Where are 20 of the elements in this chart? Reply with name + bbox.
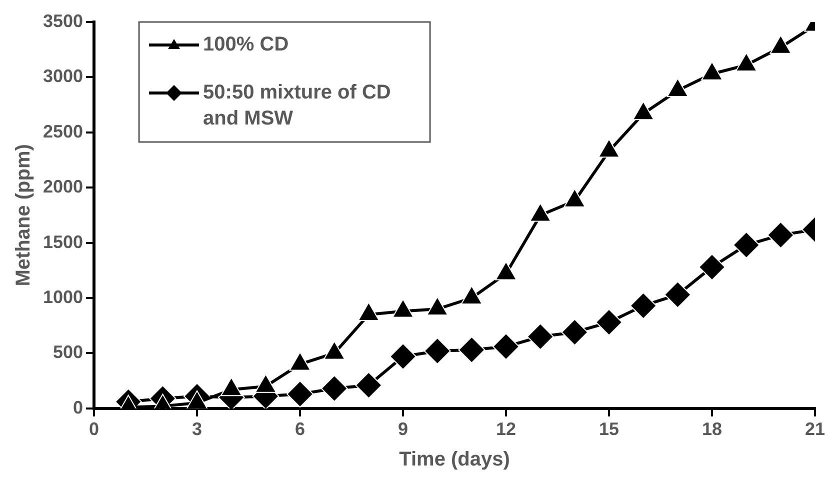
x-tick-label: 21 bbox=[804, 419, 826, 440]
x-tick-label: 0 bbox=[89, 419, 100, 440]
y-tick-label: 500 bbox=[52, 342, 84, 362]
y-tick-label: 3500 bbox=[42, 10, 84, 31]
y-tick-label: 3000 bbox=[42, 66, 84, 86]
legend-label: 100% CD bbox=[203, 34, 289, 56]
y-tick-label: 2500 bbox=[42, 121, 84, 142]
x-axis-title: Time (days) bbox=[399, 448, 510, 471]
y-tick-label: 0 bbox=[73, 397, 84, 418]
legend-label: 50:50 mixture of CD and MSW bbox=[203, 82, 391, 130]
y-axis-title: Methane (ppm) bbox=[12, 144, 35, 286]
x-tick-label: 15 bbox=[598, 419, 620, 440]
x-tick-label: 9 bbox=[398, 419, 408, 440]
y-tick-label: 1500 bbox=[42, 232, 84, 252]
x-tick-label: 6 bbox=[295, 419, 306, 440]
x-tick-label: 12 bbox=[496, 419, 516, 440]
y-tick-label: 1000 bbox=[42, 286, 84, 307]
x-tick-label: 3 bbox=[192, 419, 202, 440]
x-tick-label: 18 bbox=[702, 419, 722, 440]
y-tick-label: 2000 bbox=[42, 176, 84, 197]
